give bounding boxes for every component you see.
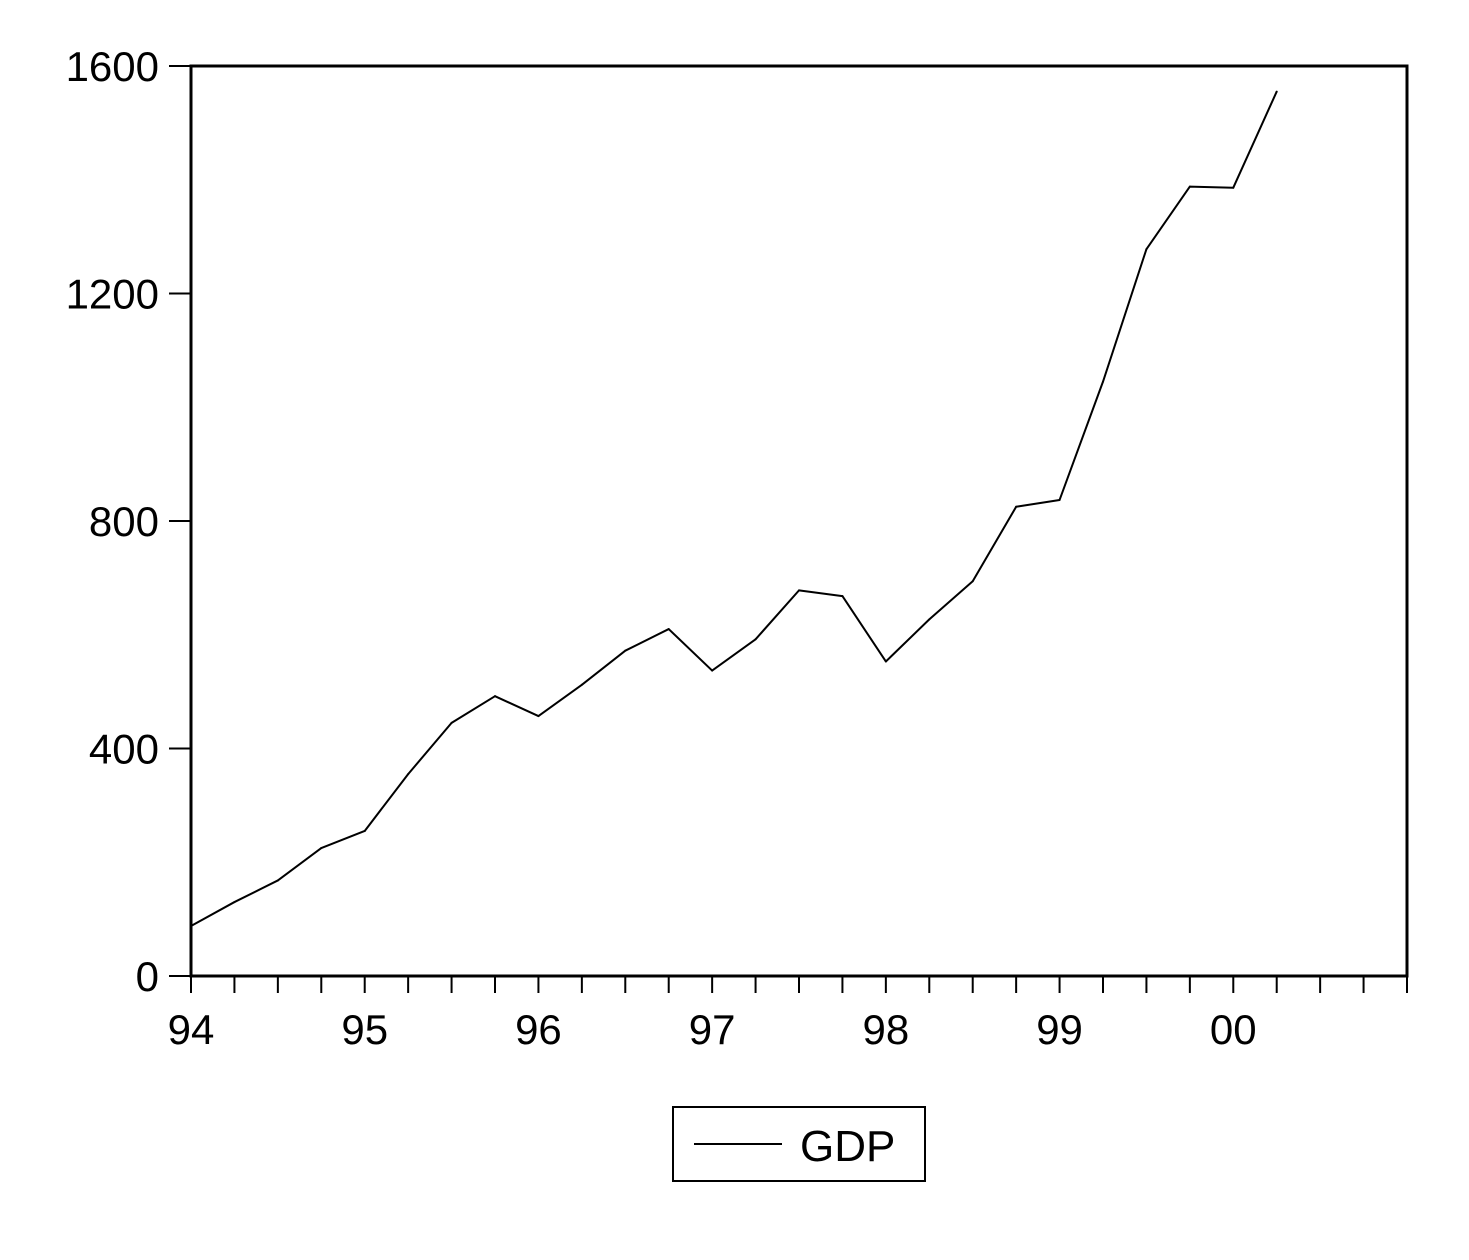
data-point	[841, 595, 844, 598]
data-point	[1232, 186, 1235, 189]
data-point	[971, 580, 974, 583]
plot-frame	[189, 64, 1409, 978]
x-axis: 94 95 96 97 98 99 00	[168, 976, 1408, 1053]
data-point	[494, 695, 496, 698]
data-point	[190, 924, 192, 927]
x-tick-label: 96	[515, 1006, 562, 1053]
x-tick-label: 97	[689, 1006, 736, 1053]
data-point	[1102, 380, 1104, 383]
data-point	[928, 618, 931, 621]
y-tick-label: 1200	[66, 271, 159, 318]
data-point	[450, 721, 453, 724]
data-point	[1188, 185, 1191, 188]
y-tick-label: 800	[89, 498, 159, 545]
x-tick-label: 94	[168, 1006, 215, 1053]
legend: GDP	[672, 1106, 926, 1182]
data-point	[407, 773, 410, 776]
data-point	[233, 901, 236, 904]
data-point	[276, 879, 279, 882]
data-point	[363, 829, 366, 832]
data-point	[624, 649, 627, 652]
legend-label-gdp: GDP	[800, 1122, 895, 1171]
data-point	[1145, 248, 1148, 251]
data-point	[537, 715, 540, 718]
y-tick-label: 400	[89, 726, 159, 773]
y-tick-label: 1600	[66, 43, 159, 90]
x-tick-label: 99	[1036, 1006, 1083, 1053]
data-point	[754, 638, 757, 641]
x-tick-label: 98	[862, 1006, 909, 1053]
data-point	[884, 660, 887, 663]
data-point	[320, 847, 323, 850]
data-point	[667, 628, 670, 631]
y-tick-label: 0	[136, 953, 159, 1000]
series-line-gdp	[190, 91, 1278, 927]
y-axis: 0 400 800 1200 1600	[66, 43, 191, 1000]
data-point	[1015, 505, 1018, 508]
data-point	[580, 683, 583, 686]
data-point	[711, 669, 714, 672]
data-point	[798, 589, 800, 592]
x-tick-label: 00	[1210, 1006, 1257, 1053]
series-layer	[190, 90, 1278, 927]
x-tick-label: 95	[341, 1006, 388, 1053]
data-point	[1058, 498, 1061, 501]
data-point	[1275, 90, 1278, 93]
